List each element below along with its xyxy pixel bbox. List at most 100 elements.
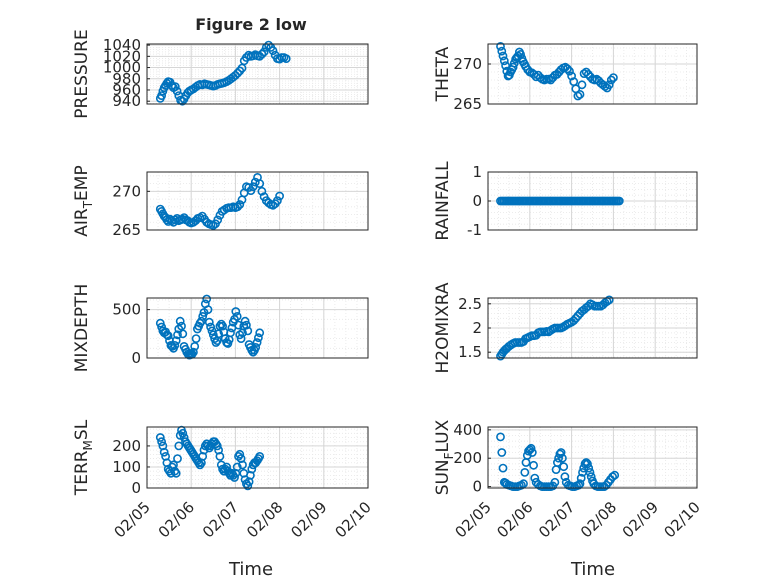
ylabel-subscript: F [442, 452, 456, 459]
axes-box [487, 426, 698, 489]
data-point [173, 454, 182, 463]
y-tick-label: 400 [453, 421, 482, 439]
data-point [257, 186, 267, 196]
y-tick-label: 270 [112, 182, 141, 200]
data-point [233, 68, 242, 78]
y-axis-label: H2OMIXRA [433, 282, 453, 373]
y-axis-label: MIXDEPTH [72, 284, 92, 373]
data-point [231, 307, 241, 316]
y-tick-label: 1.5 [458, 343, 482, 361]
data-point [157, 437, 166, 447]
data-point [275, 191, 284, 201]
ylabel-rest: EMP [72, 165, 92, 201]
data-point [155, 433, 165, 442]
data-point [559, 462, 569, 472]
data-point [155, 318, 165, 328]
data-point [178, 329, 188, 339]
data-point [606, 75, 616, 85]
axes-box [146, 171, 369, 231]
data-point [236, 334, 246, 343]
data-point [253, 333, 263, 343]
data-point [272, 196, 282, 205]
y-tick-label: 0 [472, 478, 482, 496]
data-point [577, 80, 587, 90]
data-point [585, 467, 595, 477]
ylabel-main: AIR [72, 208, 92, 237]
data-point [232, 462, 242, 472]
data-point [610, 470, 620, 480]
data-point [604, 295, 614, 305]
x-tick-label: 02/10 [661, 498, 704, 541]
y-tick-label: 0 [131, 479, 141, 497]
y-tick-label: 1040 [103, 36, 141, 54]
axes-panel-4: -1 0 1 RAINFALL [433, 161, 698, 241]
data-point [177, 214, 187, 224]
data-point [550, 477, 560, 487]
y-tick-label: 940 [112, 92, 141, 110]
data-point [499, 56, 509, 66]
axes-panel-3: 265 270 AIRTEMP [72, 165, 369, 239]
y-tick-label: -1 [467, 221, 482, 239]
data-point [218, 321, 227, 331]
x-tick-label: 02/05 [111, 498, 154, 541]
y-tick-label: 960 [112, 81, 141, 99]
y-tick-label: 270 [453, 55, 482, 73]
data-point [251, 342, 261, 352]
axes-box [146, 426, 369, 489]
y-axis-label: SUNFLUX [433, 419, 456, 495]
data-point [529, 460, 538, 470]
y-axis-label: AIRTEMP [72, 165, 95, 236]
x-tick-label: 02/10 [332, 498, 375, 541]
data-point [496, 432, 505, 442]
data-point [243, 326, 253, 336]
data-point [208, 330, 218, 340]
data-point [230, 71, 240, 80]
y-tick-label: 0 [131, 349, 141, 367]
x-tick-label: 02/09 [287, 498, 330, 541]
data-point [558, 453, 567, 463]
data-point [609, 73, 618, 82]
data-point [553, 458, 562, 467]
data-point [255, 51, 265, 61]
data-point [560, 472, 570, 482]
data-point [226, 328, 235, 338]
y-tick-label: 1000 [103, 59, 141, 77]
ylabel-rest: LUX [433, 419, 453, 452]
y-tick-label: 0 [472, 192, 482, 210]
data-point [520, 467, 530, 477]
data-point [565, 66, 574, 76]
y-tick-label: 265 [453, 95, 482, 113]
data-point [252, 338, 262, 347]
y-tick-label: 2.5 [458, 295, 482, 313]
data-point [170, 82, 180, 91]
data-point [173, 330, 182, 340]
y-tick-label: 200 [453, 449, 482, 467]
data-point [573, 91, 583, 101]
ylabel-rest: SL [72, 419, 92, 440]
data-point [257, 49, 267, 59]
data-point [213, 215, 223, 225]
data-point [235, 200, 245, 209]
y-axis-label: RAINFALL [433, 161, 453, 241]
x-tick-label: 02/05 [452, 498, 495, 541]
data-point [255, 179, 265, 188]
y-tick-label: 980 [112, 70, 141, 88]
y-tick-label: 200 [112, 437, 141, 455]
data-point [259, 47, 269, 57]
ylabel-main: SUN [433, 459, 453, 495]
data-point [268, 46, 278, 56]
axes-panel-6: 1.5 2 2.5 H2OMIXRA [433, 282, 698, 374]
data-point [496, 42, 505, 51]
axes-panel-5: 0 500 MIXDEPTH [72, 284, 369, 373]
data-point [575, 479, 585, 489]
axes-box [146, 43, 369, 105]
data-point [281, 54, 291, 63]
data-point [530, 473, 540, 483]
data-point [508, 62, 518, 72]
x-tick-label: 02/06 [155, 498, 198, 541]
x-tick-label: 02/08 [577, 498, 620, 541]
